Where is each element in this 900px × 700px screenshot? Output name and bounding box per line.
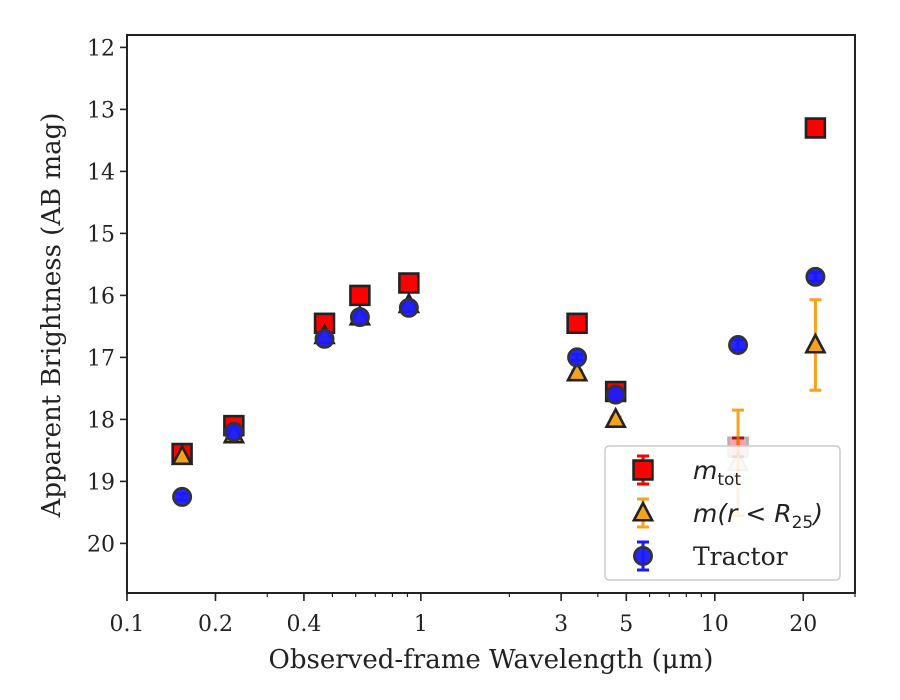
data-point-circle: [805, 266, 826, 287]
legend: mtot m(r < R25) Tractor: [604, 445, 841, 581]
legend-label: Tractor: [693, 542, 788, 571]
x-tick-label: 10: [701, 612, 729, 637]
data-point-triangle: [604, 406, 627, 428]
data-point-circle: [728, 335, 749, 355]
x-tick-label: 1: [414, 612, 428, 637]
y-tick-label: 16: [87, 284, 115, 309]
data-point-triangle: [565, 360, 589, 382]
x-tick-label: 0.2: [198, 612, 233, 637]
y-axis-label: Apparent Brightness (AB mag): [37, 113, 67, 519]
data-point-circle: [398, 297, 419, 318]
data-point-square: [566, 312, 588, 335]
x-tick-label: 5: [619, 612, 633, 637]
legend-marker-circle: [633, 546, 653, 566]
y-tick-label: 13: [87, 98, 115, 123]
data-point-square: [804, 117, 827, 139]
data-point-circle: [223, 421, 244, 442]
y-tick-label: 19: [87, 470, 115, 495]
data-point-circle: [314, 328, 335, 349]
x-tick-label: 0.1: [110, 612, 145, 637]
y-tick-label: 20: [87, 532, 115, 557]
x-tick-label: 0.4: [286, 612, 321, 637]
legend-label: mtot: [693, 456, 741, 490]
y-tick-label: 18: [87, 408, 115, 433]
legend-marker-square: [632, 459, 654, 481]
data-point-circle: [172, 486, 193, 507]
legend-marker-triangle: [631, 500, 655, 522]
x-axis-label: Observed-frame Wavelength (μm): [269, 645, 714, 675]
x-tick-label: 3: [554, 612, 568, 637]
legend-label: m(r < R25): [693, 499, 823, 533]
data-point-circle: [567, 347, 588, 368]
y-tick-label: 12: [87, 36, 115, 61]
data-point-circle: [605, 384, 626, 405]
data-point-circle: [349, 307, 370, 328]
y-tick-label: 17: [87, 346, 115, 371]
data-markers: [170, 117, 827, 507]
data-point-triangle: [804, 332, 827, 354]
data-point-square: [398, 272, 420, 294]
x-tick-label: 20: [789, 612, 817, 637]
y-tick-label: 14: [87, 160, 115, 185]
legend-box: [604, 445, 841, 581]
plot-frame: [126, 34, 856, 594]
data-point-triangle: [170, 443, 194, 466]
axes: [126, 34, 856, 594]
y-tick-label: 15: [87, 222, 115, 247]
data-point-square: [349, 284, 371, 307]
